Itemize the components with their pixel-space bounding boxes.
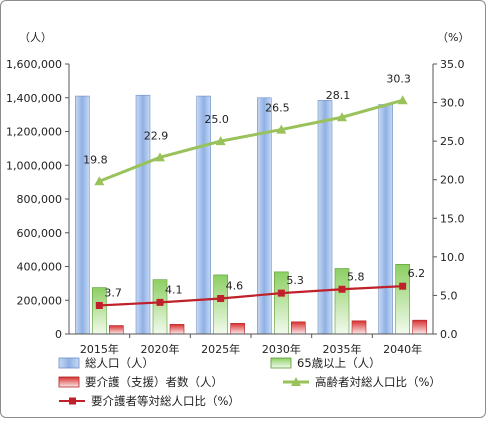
series-lines: 19.8 22.9 25.0 26.5 28.1 30.3 3.7 4.1 4.6 5.3 5.8 6…	[83, 72, 425, 309]
data-label-care-ratio: 5.8	[347, 270, 365, 283]
category-label: 2040年	[383, 342, 422, 356]
right-tick-label: 25.0	[440, 135, 465, 148]
right-tick-label: 10.0	[440, 251, 465, 264]
point-care-ratio	[156, 298, 164, 306]
line-care-ratio	[99, 285, 403, 307]
legend-label: 65歳以上（人）	[297, 356, 381, 370]
point-care-ratio	[217, 295, 225, 303]
bar-total-population	[378, 104, 393, 335]
legend-label: 要介護（支援）者数（人）	[85, 375, 223, 389]
data-label-care-ratio: 6.2	[408, 267, 426, 280]
right-tick-label: 15.0	[440, 212, 465, 225]
left-tick-label: 1,600,000	[6, 58, 62, 71]
right-tick-label: 30.0	[440, 97, 465, 110]
data-label-elderly-ratio: 25.0	[204, 113, 229, 126]
legend-label: 総人口（人）	[85, 356, 154, 370]
right-tick-label: 35.0	[440, 58, 465, 71]
line-elderly-ratio	[98, 98, 404, 183]
point-elderly-ratio	[337, 112, 347, 122]
point-elderly-ratio	[215, 136, 226, 146]
data-label-elderly-ratio: 28.1	[326, 89, 351, 102]
right-tick-label: 0.0	[440, 328, 458, 341]
point-care-ratio	[95, 301, 103, 309]
point-elderly-ratio	[397, 95, 408, 105]
left-tick-label: 200,000	[17, 294, 63, 307]
legend-swatch	[270, 357, 292, 369]
bar-total-population	[75, 95, 90, 335]
data-label-care-ratio: 5.3	[286, 274, 304, 287]
data-label-care-ratio: 4.6	[226, 280, 244, 293]
legend-marker	[69, 397, 76, 405]
left-tick-label: 1,400,000	[6, 92, 62, 105]
category-label: 2015年	[80, 342, 119, 356]
category-label: 2020年	[141, 342, 180, 356]
data-label-elderly-ratio: 22.9	[144, 129, 169, 142]
bar-care-needed	[351, 320, 367, 335]
left-tick-label: 800,000	[17, 193, 63, 206]
left-tick-label: 1,000,000	[6, 159, 62, 172]
left-axis-ticks: 0 200,000 400,000 600,000 800,000 1,000,000 1,…	[6, 58, 62, 341]
category-label: 2030年	[262, 342, 301, 356]
left-tick-label: 600,000	[17, 227, 63, 240]
data-label-care-ratio: 3.7	[104, 286, 122, 299]
point-care-ratio	[338, 285, 346, 293]
right-tick-label: 20.0	[440, 174, 465, 187]
point-care-ratio	[399, 282, 407, 290]
legend-swatch	[58, 357, 80, 369]
data-label-elderly-ratio: 19.8	[83, 153, 108, 166]
legend-label: 高齢者対総人口比（%）	[315, 375, 441, 389]
data-label-care-ratio: 4.1	[165, 283, 183, 296]
category-label: 2035年	[323, 342, 362, 356]
left-tick-label: 0	[55, 328, 62, 341]
point-elderly-ratio	[94, 176, 105, 186]
left-tick-label: 400,000	[17, 261, 63, 274]
legend: 総人口（人） 65歳以上（人） 要介護（支援）者数（人） 高齢者対総人口比（%） 要介護…	[58, 356, 441, 408]
left-tick-label: 1,200,000	[6, 126, 62, 139]
point-elderly-ratio	[155, 152, 165, 162]
bar-care-needed	[291, 321, 306, 335]
right-tick-label: 5.0	[440, 289, 458, 302]
bar-care-needed	[109, 325, 124, 335]
category-axis-labels: 2015年 2020年 2025年 2030年 2035年 2040年	[80, 342, 422, 356]
bar-care-needed	[169, 324, 185, 335]
point-care-ratio	[277, 289, 285, 297]
bar-care-needed	[412, 319, 427, 335]
legend-swatch	[58, 376, 80, 388]
point-elderly-ratio	[276, 124, 287, 134]
left-axis-unit: （人）	[19, 31, 52, 44]
bar-care-needed	[230, 323, 245, 335]
right-axis-unit: （%）	[437, 31, 469, 44]
bar-total-population	[317, 99, 333, 335]
legend-marker	[291, 377, 301, 386]
axes	[65, 63, 437, 338]
data-label-elderly-ratio: 26.5	[265, 102, 290, 115]
bars	[75, 94, 427, 335]
category-label: 2025年	[201, 342, 240, 356]
legend-label: 要介護者等対総人口比（%）	[91, 394, 240, 408]
right-axis-ticks: 0.0 5.0 10.0 15.0 20.0 25.0 30.0 35.0	[440, 58, 465, 341]
data-label-elderly-ratio: 30.3	[386, 72, 411, 85]
